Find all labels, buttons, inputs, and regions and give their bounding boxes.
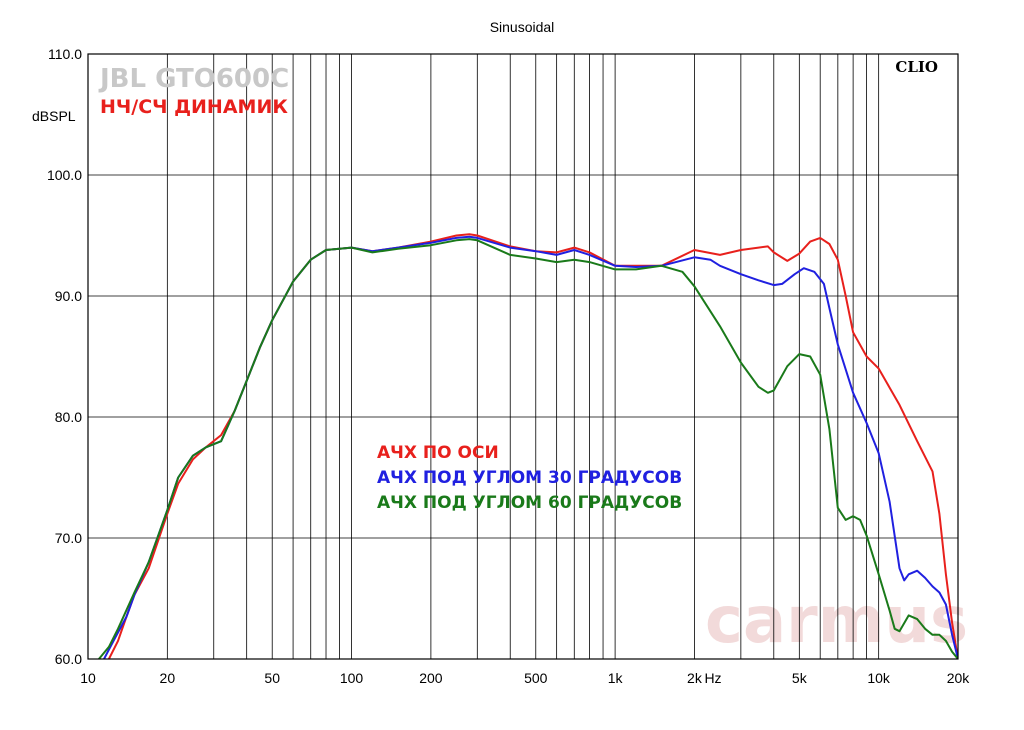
legend-entry-2: АЧХ ПОД УГЛОМ 30 ГРАДУСОВ (377, 468, 682, 488)
x-axis-ticks: 10 20 50 100 200 500 1k 2k 5k 10k 20k (80, 670, 970, 686)
y-tick-label: 100.0 (47, 167, 82, 183)
x-tick-label: 50 (264, 670, 280, 686)
series-lines (98, 233, 958, 659)
y-tick-label: 60.0 (55, 651, 82, 667)
x-axis-unit-label: Hz (704, 670, 721, 686)
y-axis-label: dBSPL (32, 108, 76, 124)
y-axis-ticks: 110.0 100.0 90.0 80.0 70.0 60.0 (47, 46, 82, 667)
chart-title: Sinusoidal (490, 19, 555, 35)
series-line-1 (108, 233, 958, 659)
legend: АЧХ ПО ОСИ АЧХ ПОД УГЛОМ 30 ГРАДУСОВ АЧХ П… (377, 443, 682, 513)
x-tick-label: 500 (524, 670, 548, 686)
x-tick-label: 1k (608, 670, 624, 686)
y-tick-label: 110.0 (48, 46, 82, 62)
x-tick-label: 20 (160, 670, 176, 686)
x-tick-label: 20k (947, 670, 971, 686)
x-tick-label: 2k (687, 670, 703, 686)
x-tick-label: 10k (867, 670, 891, 686)
clio-brand: CLIO (895, 58, 938, 76)
x-tick-label: 100 (340, 670, 364, 686)
y-tick-label: 90.0 (55, 288, 82, 304)
series-line-3 (98, 238, 958, 659)
watermark: carmus (705, 584, 968, 658)
y-tick-label: 70.0 (55, 530, 82, 546)
x-tick-label: 5k (792, 670, 808, 686)
legend-entry-1: АЧХ ПО ОСИ (377, 443, 499, 463)
y-tick-label: 80.0 (55, 409, 82, 425)
x-tick-label: 200 (419, 670, 443, 686)
plot-frame (87, 53, 959, 660)
model-label: JBL GTO600C (98, 64, 289, 94)
x-tick-label: 10 (80, 670, 96, 686)
legend-entry-3: АЧХ ПОД УГЛОМ 60 ГРАДУСОВ (377, 493, 682, 513)
grid (88, 53, 958, 660)
subtitle-label: НЧ/СЧ ДИНАМИК (100, 96, 288, 118)
